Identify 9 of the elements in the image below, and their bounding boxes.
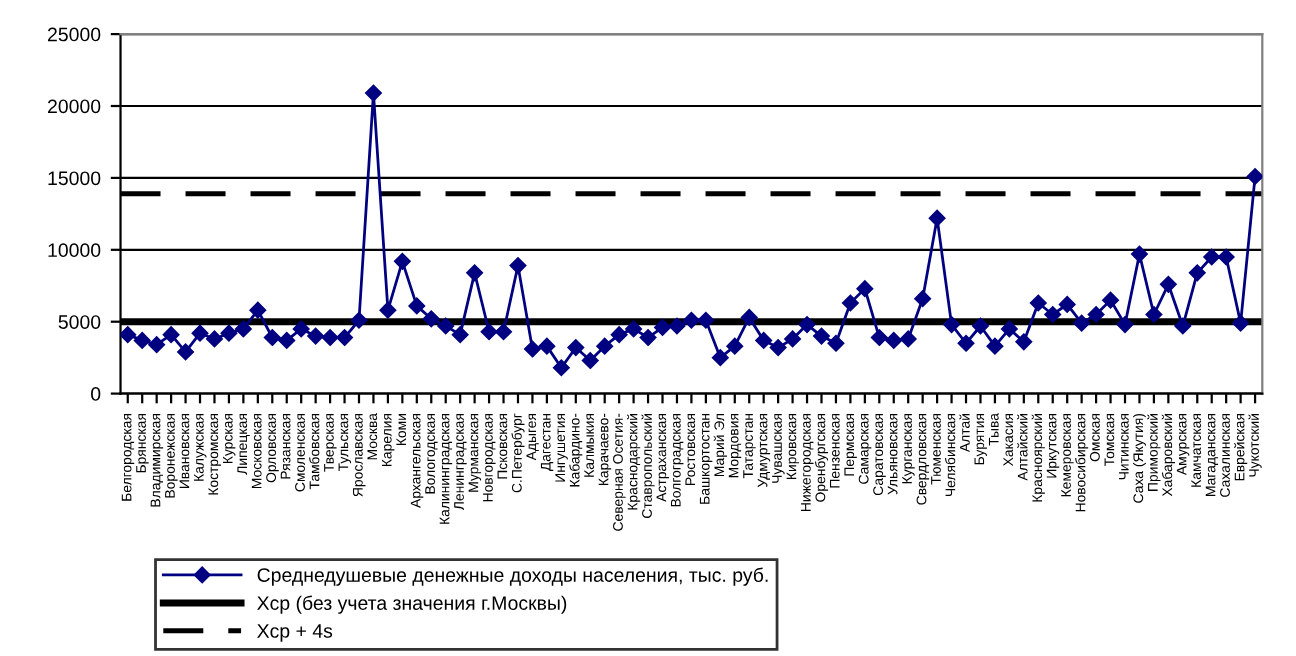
legend-label: Хср (без учета значения г.Москвы) (257, 595, 567, 614)
y-tick-label: 10000 (48, 243, 101, 258)
y-tick-label: 0 (91, 387, 101, 401)
y-tick-label: 15000 (48, 171, 101, 186)
y-tick-label: 20000 (48, 99, 101, 114)
y-tick-label: 25000 (48, 27, 101, 42)
legend-label: Среднедушевые денежные доходы населения, тыс. руб. (257, 567, 768, 586)
legend-label: Хср + 4s (257, 624, 333, 642)
y-tick-label: 5000 (58, 315, 101, 329)
